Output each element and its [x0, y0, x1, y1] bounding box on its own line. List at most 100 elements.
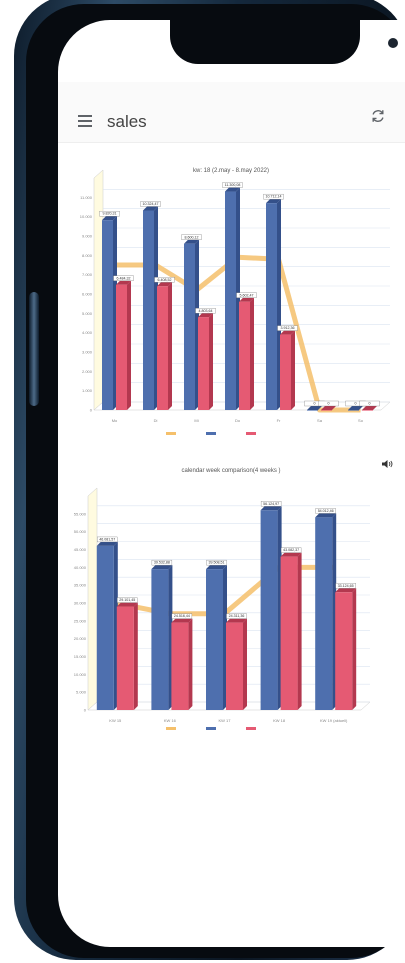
bar-top [102, 216, 117, 221]
y-tick-label: 4.000 [82, 330, 93, 335]
value-label: 0 [328, 402, 330, 406]
refresh-icon[interactable] [370, 108, 386, 124]
value-label: 6.408,52 [158, 278, 172, 282]
x-tick-label: So [358, 418, 364, 423]
y-tick-label: 11.000 [80, 195, 93, 200]
phone-side-button [29, 292, 39, 406]
value-label-box [222, 182, 243, 188]
y-tick-label: 45.000 [74, 547, 87, 552]
value-label-box [117, 597, 138, 603]
value-label: 43.082,37 [283, 548, 299, 552]
value-label: 8.600,12 [185, 235, 199, 239]
value-label: 4.803,64 [199, 309, 213, 313]
weekly-sales-chart: kw: 18 (2.may - 8.may 2022) 0 1.000 2.000 3.… [58, 142, 405, 452]
value-label: 10.712,14 [266, 195, 282, 199]
y-tick-label: 9.000 [82, 234, 93, 239]
value-label: 56.124,97 [263, 502, 279, 506]
y-tick-label: 35.000 [74, 583, 87, 588]
bar [116, 284, 127, 410]
bar-side [133, 602, 138, 710]
chart-side-wall [87, 487, 98, 711]
value-label: 6.484,32 [117, 276, 131, 280]
phone-screen: sales kw: 18 (2.may - 8.may 2022) 0 1.000 2… [58, 20, 405, 947]
x-tick-label: Fr [277, 418, 281, 423]
bar-top [143, 206, 158, 211]
volume-indicator[interactable] [378, 455, 396, 473]
value-label: 39.532,88 [154, 561, 170, 565]
value-label: 10.324,47 [143, 202, 159, 206]
value-label: 24.311,36 [229, 614, 245, 618]
y-tick-label: 50.000 [74, 529, 87, 534]
hamburger-menu-icon[interactable] [78, 115, 92, 127]
x-tick-label: Di [154, 418, 158, 423]
bar [362, 410, 373, 411]
y-tick-label: 25.000 [74, 618, 87, 623]
y-tick-label: 3.000 [82, 350, 93, 355]
bar-top [266, 199, 281, 204]
chart-title: kw: 18 (2.may - 8.may 2022) [193, 168, 269, 174]
y-tick-label: 7.000 [82, 272, 93, 277]
bar [206, 569, 223, 710]
bar [239, 301, 250, 410]
value-label-box [277, 325, 298, 331]
x-tick-label: Sa [317, 418, 323, 423]
bar-top [171, 618, 193, 623]
value-label: 33.124,65 [338, 584, 354, 588]
value-label: 9.820,31 [103, 212, 117, 216]
value-label: 24.516,44 [174, 614, 190, 618]
bar [198, 317, 209, 410]
bar [321, 410, 332, 411]
y-tick-label: 10.000 [80, 214, 93, 219]
value-label: 3.912,36 [281, 326, 295, 330]
x-tick-label: KW 18 [273, 718, 286, 723]
bar-top [96, 541, 118, 546]
bar-side [250, 297, 254, 410]
value-label-box [260, 501, 282, 507]
bar [157, 286, 168, 410]
camera-icon [388, 38, 398, 48]
value-label: 0 [369, 402, 371, 406]
bar-top [116, 280, 131, 285]
chart-side-wall [93, 169, 104, 411]
bar-top [362, 406, 377, 410]
value-label: 54.012,46 [318, 509, 334, 513]
bar-top [198, 313, 213, 318]
value-label-box [151, 559, 173, 566]
legend-swatch [246, 727, 256, 730]
legend-swatch [206, 727, 216, 730]
bar-side [127, 280, 131, 410]
weekly-sales-chart-svg: kw: 18 (2.may - 8.may 2022) 0 1.000 2.000 3.… [80, 168, 391, 435]
bar [280, 334, 291, 410]
x-tick-label: Mi [194, 418, 198, 423]
value-label: 0 [314, 402, 316, 406]
value-label-box [280, 547, 302, 553]
bar-top [226, 618, 247, 623]
value-label: 5.602,47 [240, 293, 254, 297]
value-label-box [181, 234, 202, 240]
value-label: 29.101,45 [119, 598, 135, 602]
y-tick-label: 55.000 [74, 511, 87, 516]
bar-top [315, 513, 337, 518]
value-label-box [113, 275, 134, 281]
value-label-box [335, 583, 356, 589]
bar-top [321, 406, 336, 410]
value-label: 39.508,51 [209, 561, 225, 565]
bar-side [291, 330, 295, 410]
bar-side [243, 618, 247, 710]
bar-top [116, 602, 138, 607]
bar [260, 510, 278, 710]
bar-top [206, 565, 227, 570]
bar [96, 545, 114, 710]
bar [143, 210, 154, 410]
value-label-box [315, 508, 336, 514]
bar [102, 220, 113, 410]
value-label-box [97, 536, 118, 543]
page-title: sales [107, 112, 147, 131]
bar [348, 410, 359, 411]
bar [335, 592, 353, 710]
value-label: 46.081,57 [99, 538, 115, 542]
bar [315, 517, 333, 710]
x-tick-label: KW 15 [109, 718, 122, 723]
value-label: 0 [355, 402, 357, 406]
bar [266, 203, 277, 410]
